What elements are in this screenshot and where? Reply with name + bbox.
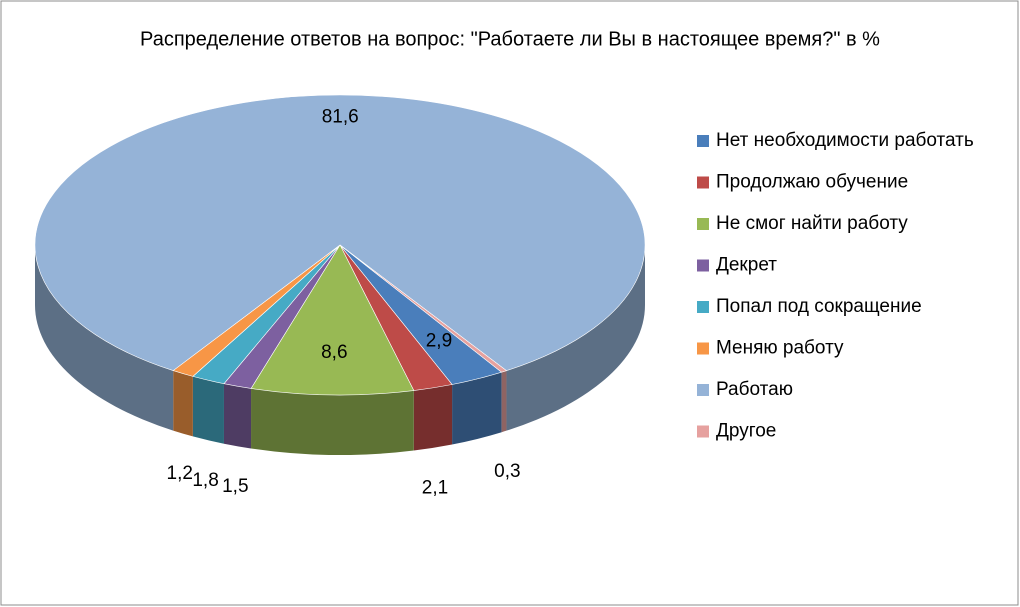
legend-label: Другое: [716, 421, 776, 442]
data-label: 1,5: [222, 476, 248, 497]
legend-swatch: [697, 176, 709, 189]
legend-swatch: [697, 301, 709, 313]
legend-swatch: [697, 425, 709, 438]
legend-swatch: [697, 218, 709, 230]
legend-label: Попал под сокращение: [716, 296, 922, 317]
legend-label: Не смог найти работу: [716, 213, 908, 234]
legend-label: Нет необходимости работать: [716, 130, 974, 151]
chart-title: Распределение ответов на вопрос: "Работа…: [140, 28, 880, 50]
legend-swatch: [697, 259, 709, 272]
legend-label: Меняю работу: [716, 338, 844, 359]
legend-swatch: [697, 384, 709, 396]
slice: [339, 244, 508, 373]
slice-side: [452, 372, 502, 445]
data-label: 81,6: [322, 107, 359, 128]
slice: [250, 244, 415, 396]
legend-swatch: [697, 135, 709, 147]
slice: [34, 94, 646, 372]
legend-label: Продолжаю обучение: [716, 172, 908, 193]
slice-side: [501, 370, 507, 433]
slice-side: [506, 245, 645, 431]
slice-side: [35, 245, 174, 431]
legend-swatch: [697, 342, 709, 355]
slice-side: [192, 376, 224, 444]
data-label: 0,3: [494, 461, 520, 482]
data-label: 8,6: [321, 342, 347, 363]
slice-side: [413, 384, 453, 451]
slice-side: [251, 388, 414, 455]
data-label: 1,2: [167, 463, 193, 484]
legend-label: Декрет: [716, 255, 777, 276]
data-label: 2,1: [422, 478, 448, 499]
data-label: 1,8: [192, 470, 218, 491]
slice-side: [173, 370, 193, 437]
slice-side: [223, 383, 252, 449]
data-label: 2,9: [426, 330, 452, 351]
legend-label: Работаю: [716, 379, 793, 400]
